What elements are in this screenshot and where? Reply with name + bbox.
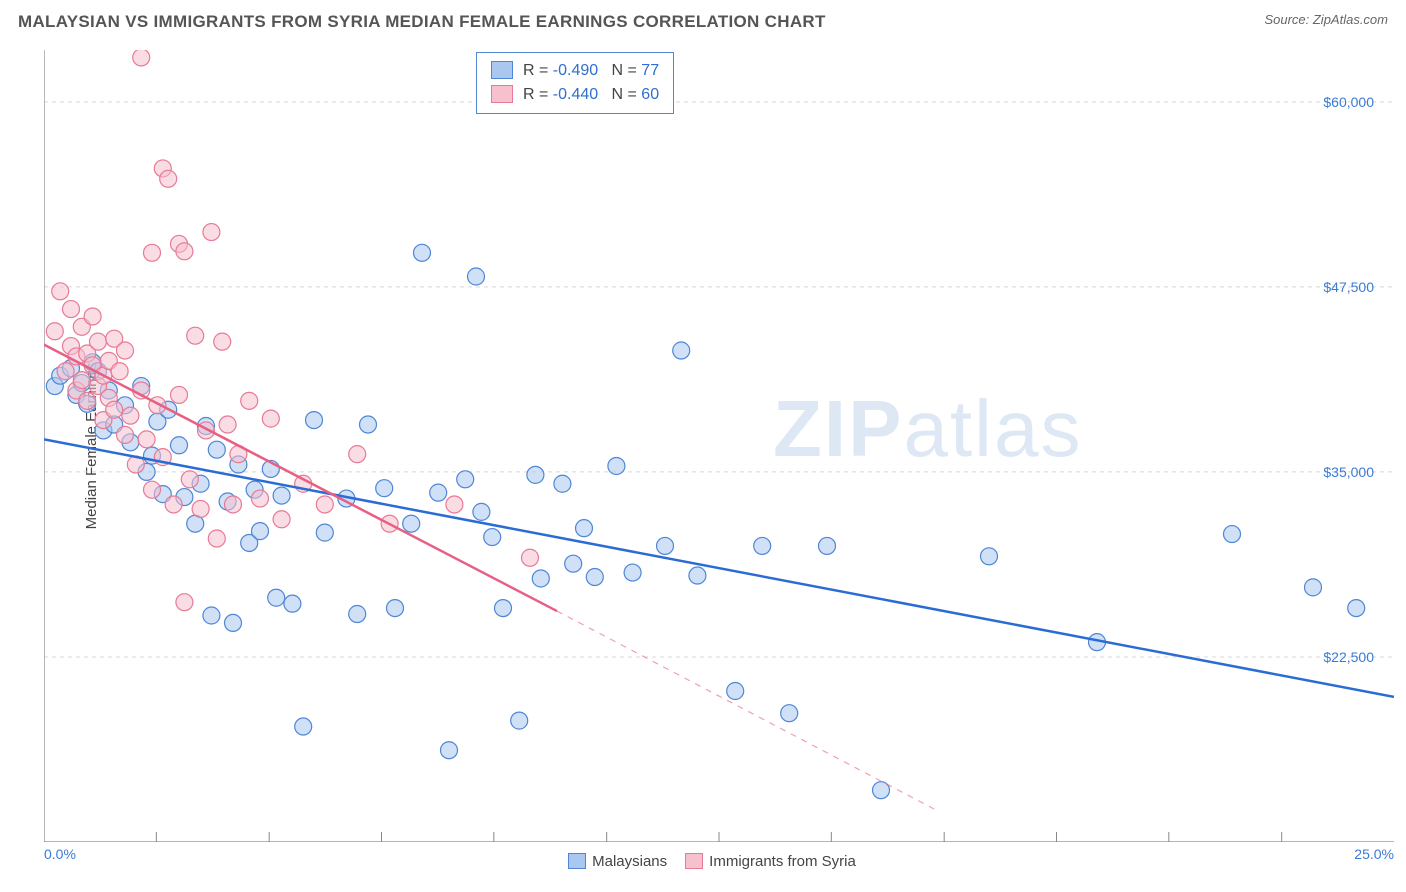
chart-area: ZIPatlas R = -0.490 N = 77R = -0.440 N =… xyxy=(44,50,1394,842)
series-legend: Malaysians Immigrants from Syria xyxy=(0,853,1406,870)
legend-swatch xyxy=(685,853,703,869)
chart-title: MALAYSIAN VS IMMIGRANTS FROM SYRIA MEDIA… xyxy=(18,12,826,31)
y-tick-label: $47,500 xyxy=(1323,279,1374,295)
legend-swatch xyxy=(568,853,586,869)
legend-swatch xyxy=(491,85,513,103)
y-tick-label: $60,000 xyxy=(1323,94,1374,110)
n-label: N = xyxy=(598,86,641,103)
legend-label: Immigrants from Syria xyxy=(709,853,856,870)
correlation-legend: R = -0.490 N = 77R = -0.440 N = 60 xyxy=(476,52,674,114)
n-label: N = xyxy=(598,62,641,79)
correlation-legend-row: R = -0.440 N = 60 xyxy=(491,83,659,107)
legend-label: Malaysians xyxy=(592,853,667,870)
n-value: 60 xyxy=(641,86,659,103)
scatter-plot-svg xyxy=(44,50,1394,842)
source-name: ZipAtlas.com xyxy=(1313,12,1388,27)
source-attribution: Source: ZipAtlas.com xyxy=(1264,12,1388,27)
r-label: R = xyxy=(523,62,553,79)
legend-swatch xyxy=(491,61,513,79)
y-tick-label: $22,500 xyxy=(1323,649,1374,665)
correlation-legend-row: R = -0.490 N = 77 xyxy=(491,59,659,83)
r-value: -0.490 xyxy=(553,62,598,79)
r-label: R = xyxy=(523,86,553,103)
y-tick-label: $35,000 xyxy=(1323,464,1374,480)
n-value: 77 xyxy=(641,62,659,79)
r-value: -0.440 xyxy=(553,86,598,103)
source-prefix: Source: xyxy=(1264,12,1312,27)
